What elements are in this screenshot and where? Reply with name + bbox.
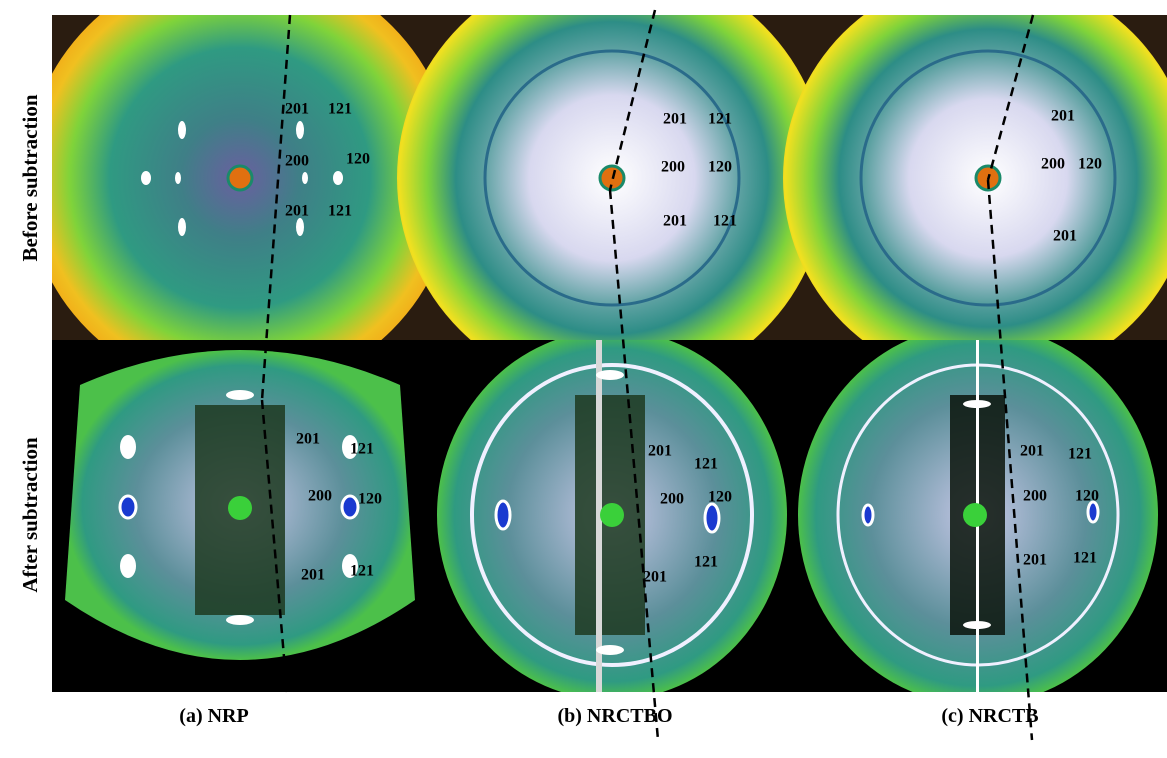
spots <box>141 121 343 236</box>
ring <box>470 363 754 667</box>
reflection-label: 121 <box>350 441 374 458</box>
beam-stop <box>226 164 254 192</box>
reflection-label: 201 <box>1023 552 1047 569</box>
dashed-axes <box>260 9 1035 741</box>
reflection-label: 120 <box>1078 156 1102 173</box>
row-label: After subtraction <box>18 437 42 593</box>
reflection-label: 121 <box>328 101 352 118</box>
reflection-label: 120 <box>708 489 732 506</box>
reflection-label: 120 <box>346 151 370 168</box>
reflection-label: 201 <box>1020 443 1044 460</box>
beam-stop <box>600 503 624 527</box>
reflection-label: 121 <box>1073 550 1097 567</box>
reflection-label: 201 <box>1051 108 1075 125</box>
reflection-label: 201 <box>285 203 309 220</box>
spots <box>120 370 991 655</box>
row-label: Before subtraction <box>18 94 42 261</box>
reflection-label: 121 <box>694 456 718 473</box>
spots <box>118 494 1100 534</box>
reflection-label: 121 <box>350 563 374 580</box>
reflection-label: 200 <box>661 159 685 176</box>
reflection-label: 121 <box>713 213 737 230</box>
reflection-label: 200 <box>308 488 332 505</box>
reflection-label: 201 <box>296 431 320 448</box>
beam-stop <box>963 503 987 527</box>
caption: (c) NRCTB <box>941 705 1038 727</box>
caption: (a) NRP <box>179 705 248 727</box>
ring <box>483 49 741 307</box>
reflection-label: 120 <box>1075 488 1099 505</box>
reflection-label: 201 <box>648 443 672 460</box>
reflection-label: 120 <box>708 159 732 176</box>
beam-stop <box>228 496 252 520</box>
reflection-label: 201 <box>663 213 687 230</box>
reflection-label: 200 <box>285 153 309 170</box>
reflection-label: 201 <box>643 569 667 586</box>
reflection-label: 121 <box>708 111 732 128</box>
reflection-label: 201 <box>285 101 309 118</box>
caption: (b) NRCTBO <box>557 705 672 727</box>
reflection-label: 121 <box>328 203 352 220</box>
reflection-label: 121 <box>694 554 718 571</box>
before-patterns <box>52 15 1167 340</box>
reflection-label: 200 <box>660 491 684 508</box>
reflection-label: 201 <box>301 567 325 584</box>
ring <box>859 49 1117 307</box>
reflection-label: 121 <box>1068 446 1092 463</box>
reflection-label: 201 <box>663 111 687 128</box>
reflection-label: 201 <box>1053 228 1077 245</box>
detector-gap <box>596 340 602 692</box>
after-patterns <box>65 340 1158 692</box>
reflection-label: 200 <box>1023 488 1047 505</box>
reflection-label: 200 <box>1041 156 1065 173</box>
reflection-label: 120 <box>358 491 382 508</box>
